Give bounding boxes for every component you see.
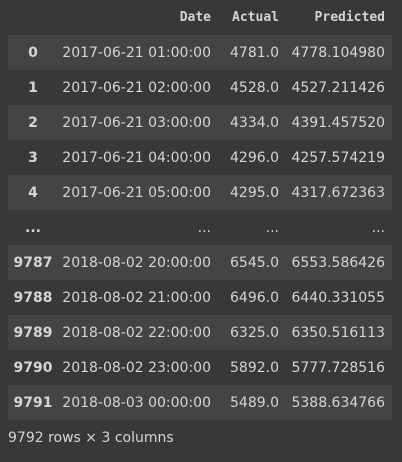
row-index: 9788 — [13, 289, 53, 306]
row-index: 9787 — [13, 254, 53, 271]
date-cell: 2018-08-02 23:00:00 — [62, 359, 211, 376]
row-index: 2 — [28, 114, 38, 131]
actual-cell: 5892.0 — [230, 359, 279, 376]
predicted-cell: 6350.516113 — [291, 324, 385, 341]
ellipsis-row: ... ... ... ... — [8, 210, 392, 245]
dataframe-table: Date Actual Predicted 0 2017-06-21 01:00… — [8, 0, 392, 420]
row-index: 4 — [28, 184, 38, 201]
row-index: 9791 — [13, 394, 53, 411]
predicted-cell: 4391.457520 — [291, 114, 385, 131]
date-cell: 2017-06-21 05:00:00 — [62, 184, 211, 201]
row-index: 9789 — [13, 324, 53, 341]
actual-cell: 4334.0 — [230, 114, 279, 131]
actual-cell: 6545.0 — [230, 254, 279, 271]
table-row: 9788 2018-08-02 21:00:00 6496.0 6440.331… — [8, 280, 392, 315]
actual-cell: 6325.0 — [230, 324, 279, 341]
shape-summary: 9792 rows × 3 columns — [8, 430, 174, 446]
actual-cell: 4528.0 — [230, 79, 279, 96]
row-index: 1 — [28, 79, 38, 96]
date-cell: 2018-08-02 22:00:00 — [62, 324, 211, 341]
predicted-cell: ... — [371, 219, 385, 236]
table-row: 9790 2018-08-02 23:00:00 5892.0 5777.728… — [8, 350, 392, 385]
date-cell: 2018-08-03 00:00:00 — [62, 394, 211, 411]
predicted-cell: 6553.586426 — [291, 254, 385, 271]
row-index: 3 — [28, 149, 38, 166]
table-row: 2 2017-06-21 03:00:00 4334.0 4391.457520 — [8, 105, 392, 140]
actual-cell: ... — [265, 219, 279, 236]
predicted-cell: 4317.672363 — [291, 184, 385, 201]
date-cell: 2018-08-02 20:00:00 — [62, 254, 211, 271]
actual-cell: 4296.0 — [230, 149, 279, 166]
index-header — [8, 0, 58, 35]
predicted-cell: 5777.728516 — [291, 359, 385, 376]
date-cell: 2018-08-02 21:00:00 — [62, 289, 211, 306]
table-row: 4 2017-06-21 05:00:00 4295.0 4317.672363 — [8, 175, 392, 210]
table-row: 0 2017-06-21 01:00:00 4781.0 4778.104980 — [8, 35, 392, 70]
table-row: 9789 2018-08-02 22:00:00 6325.0 6350.516… — [8, 315, 392, 350]
table-row: 3 2017-06-21 04:00:00 4296.0 4257.574219 — [8, 140, 392, 175]
predicted-cell: 4778.104980 — [291, 44, 385, 61]
table-row: 9787 2018-08-02 20:00:00 6545.0 6553.586… — [8, 245, 392, 280]
header-row: Date Actual Predicted — [8, 0, 392, 35]
column-header-actual: Actual — [232, 10, 279, 25]
actual-cell: 4295.0 — [230, 184, 279, 201]
predicted-cell: 6440.331055 — [291, 289, 385, 306]
row-index: ... — [25, 219, 41, 236]
predicted-cell: 5388.634766 — [291, 394, 385, 411]
column-header-predicted: Predicted — [314, 10, 385, 25]
date-cell: 2017-06-21 01:00:00 — [62, 44, 211, 61]
actual-cell: 6496.0 — [230, 289, 279, 306]
row-index: 9790 — [13, 359, 53, 376]
column-header-date: Date — [179, 10, 211, 25]
date-cell: 2017-06-21 04:00:00 — [62, 149, 211, 166]
table-row: 1 2017-06-21 02:00:00 4528.0 4527.211426 — [8, 70, 392, 105]
actual-cell: 4781.0 — [230, 44, 279, 61]
actual-cell: 5489.0 — [230, 394, 279, 411]
row-index: 0 — [28, 44, 38, 61]
date-cell: 2017-06-21 02:00:00 — [62, 79, 211, 96]
predicted-cell: 4527.211426 — [291, 79, 385, 96]
date-cell: ... — [197, 219, 211, 236]
predicted-cell: 4257.574219 — [291, 149, 385, 166]
date-cell: 2017-06-21 03:00:00 — [62, 114, 211, 131]
table-row: 9791 2018-08-03 00:00:00 5489.0 5388.634… — [8, 385, 392, 420]
